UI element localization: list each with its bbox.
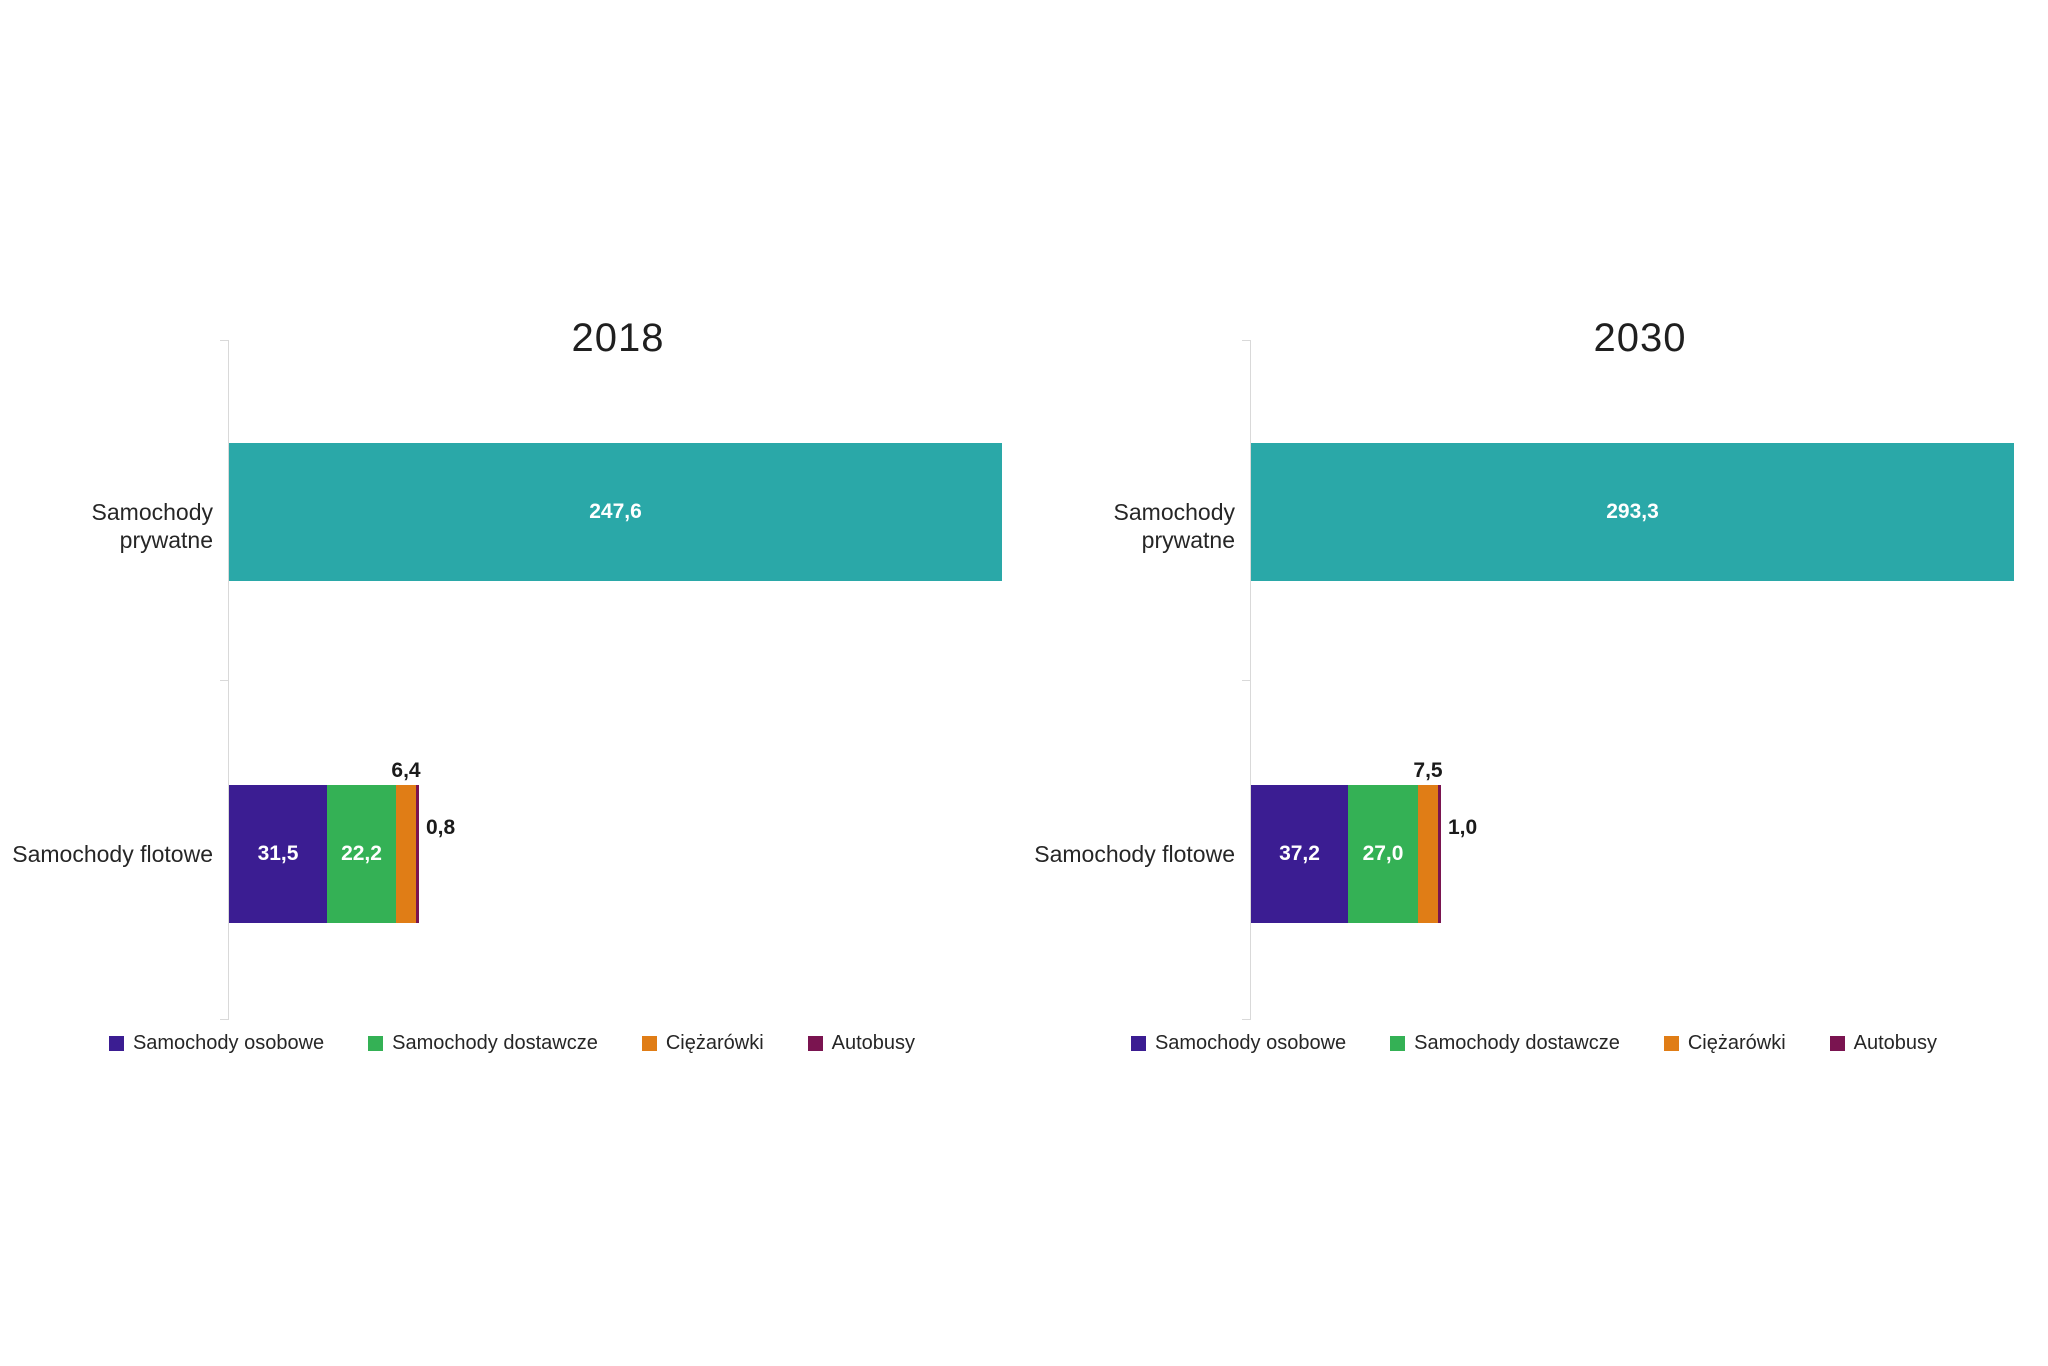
value-label: 0,8: [426, 816, 456, 839]
chart-2030: 2030 Samochody prywatne 293,3 Samochody fl…: [1022, 0, 2046, 1366]
category-row: Samochody flotowe 37,2 27,0 7,5 1,0: [1022, 759, 2046, 923]
value-label: 293,3: [1606, 500, 1659, 523]
legend-swatch-green: [368, 1035, 384, 1051]
legend: Samochody osobowe Samochody dostawcze Cięż…: [1022, 1028, 2046, 1058]
chart-2018: 2018 Samochody prywatne 247,6 Samochody fl…: [0, 316, 1024, 1058]
category-label: Samochody flotowe: [1034, 841, 1235, 867]
category-label: Samochody prywatne: [91, 499, 213, 553]
axis-tick: [220, 680, 228, 681]
category-row: Samochody prywatne 293,3: [1022, 443, 2046, 581]
value-label: 31,5: [257, 842, 299, 865]
axis-tick: [220, 340, 228, 341]
value-label: 27,0: [1362, 842, 1404, 865]
category-row: Samochody prywatne 247,6: [0, 443, 1024, 581]
value-label: 22,2: [341, 842, 382, 865]
value-label: 7,5: [1413, 759, 1443, 782]
bar-segment-maroon: [416, 785, 419, 923]
legend-item: Ciężarówki: [1663, 1031, 1786, 1055]
value-label: 6,4: [391, 759, 421, 782]
legend-label: Ciężarówki: [665, 1031, 764, 1054]
chart-title: 2018: [571, 316, 665, 360]
bar-segment-orange: [396, 785, 416, 923]
bar-segment-teal: 293,3: [1251, 443, 2014, 581]
legend-label: Ciężarówki: [1687, 1031, 1786, 1054]
category-row: Samochody flotowe 31,5 22,2 6,4 0,8: [0, 759, 1024, 923]
category-label: Samochody flotowe: [12, 841, 213, 867]
plot-area: Samochody prywatne 293,3 Samochody flotowe…: [1022, 340, 2046, 1020]
legend-swatch-orange: [641, 1035, 657, 1051]
axis-tick: [1242, 1019, 1250, 1020]
legend-label: Samochody dostawcze: [1414, 1031, 1620, 1054]
bar: 293,3: [1251, 443, 2014, 581]
value-label: 1,0: [1448, 816, 1478, 839]
bar-segment-teal: 247,6: [229, 443, 1002, 581]
legend-label: Autobusy: [1853, 1031, 1938, 1054]
legend-swatch-maroon: [1829, 1035, 1845, 1051]
legend-swatch-purple: [108, 1035, 124, 1051]
value-label: 247,6: [589, 500, 642, 523]
y-axis-line: [228, 340, 229, 1020]
bar: 37,2 27,0 7,5 1,0: [1251, 759, 1477, 923]
legend-item: Samochody osobowe: [1130, 1031, 1347, 1055]
bar: 31,5 22,2 6,4 0,8: [229, 759, 455, 923]
legend-item: Samochody osobowe: [108, 1031, 325, 1055]
legend-swatch-green: [1390, 1035, 1406, 1051]
legend-label: Samochody dostawcze: [392, 1031, 598, 1054]
bar-segment-orange: [1418, 785, 1438, 923]
chart-title: 2030: [1593, 316, 1687, 360]
category-label: Samochody prywatne: [1113, 499, 1235, 553]
y-axis-line: [1250, 340, 1251, 1020]
legend-label: Samochody osobowe: [1154, 1031, 1347, 1054]
legend-swatch-maroon: [807, 1035, 823, 1051]
legend-item: Ciężarówki: [641, 1031, 764, 1055]
legend: Samochody osobowe Samochody dostawcze Cięż…: [0, 1028, 1024, 1058]
value-label: 37,2: [1279, 842, 1320, 865]
legend-swatch-orange: [1663, 1035, 1679, 1051]
legend-label: Samochody osobowe: [132, 1031, 325, 1054]
legend-item: Autobusy: [807, 1031, 916, 1055]
legend-item: Autobusy: [1829, 1031, 1938, 1055]
bar-segment-purple: 31,5: [229, 785, 327, 923]
bar: 247,6: [229, 443, 1002, 581]
plot-area: Samochody prywatne 247,6 Samochody flotowe…: [0, 340, 1024, 1020]
legend-label: Autobusy: [831, 1031, 916, 1054]
bar-segment-purple: 37,2: [1251, 785, 1348, 923]
axis-tick: [220, 1019, 228, 1020]
bar-segment-green: 22,2: [327, 785, 396, 923]
axis-tick: [1242, 340, 1250, 341]
bar-segment-maroon: [1438, 785, 1441, 923]
axis-tick: [1242, 680, 1250, 681]
bar-segment-green: 27,0: [1348, 785, 1418, 923]
legend-swatch-purple: [1130, 1035, 1146, 1051]
legend-item: Samochody dostawcze: [1390, 1032, 1620, 1055]
legend-item: Samochody dostawcze: [368, 1032, 598, 1055]
